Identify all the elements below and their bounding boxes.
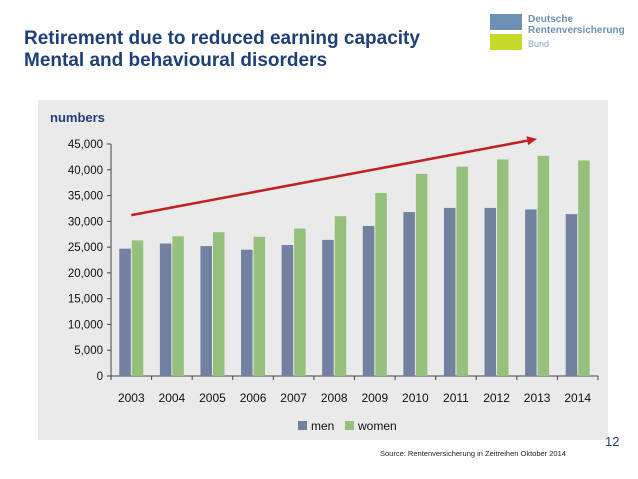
x-tick-label: 2014 xyxy=(564,391,591,405)
slide-title: Retirement due to reduced earning capaci… xyxy=(24,28,420,72)
bar-women-2008 xyxy=(334,216,347,376)
bar-women-2012 xyxy=(497,159,509,376)
trend-arrow-head xyxy=(526,136,538,146)
legend-label-men: men xyxy=(311,419,334,433)
bar-women-2009 xyxy=(375,192,387,376)
y-tick-label: 5,000 xyxy=(74,345,103,357)
bar-women-2007 xyxy=(294,228,306,376)
bar-men-2013 xyxy=(525,209,537,376)
bar-men-2008 xyxy=(322,239,334,376)
y-tick-label: 45,000 xyxy=(68,139,103,151)
bar-men-2006 xyxy=(241,249,253,376)
bar-women-2005 xyxy=(212,232,225,376)
x-tick-label: 2005 xyxy=(199,391,226,405)
logo-green-bar xyxy=(490,34,522,50)
bar-men-2011 xyxy=(443,207,456,376)
x-tick-label: 2003 xyxy=(118,391,145,405)
y-tick-label: 10,000 xyxy=(68,319,103,331)
bar-women-2013 xyxy=(537,155,550,376)
y-tick-label: 40,000 xyxy=(68,165,103,177)
bar-men-2005 xyxy=(200,246,212,376)
logo-blue-bar xyxy=(490,14,522,30)
title-line-2: Mental and behavioural disorders xyxy=(24,50,328,71)
trend-arrow-line xyxy=(131,139,528,217)
y-axis-label: numbers xyxy=(50,110,105,125)
bar-men-2010 xyxy=(403,212,415,376)
legend-label-women: women xyxy=(357,419,397,433)
bar-men-2007 xyxy=(281,245,294,376)
bar-men-2004 xyxy=(159,243,172,376)
title-line-1: Retirement due to reduced earning capaci… xyxy=(24,28,420,49)
x-tick-label: 2006 xyxy=(240,391,267,405)
x-tick-label: 2009 xyxy=(361,391,388,405)
bar-women-2006 xyxy=(253,236,266,376)
bar-men-2009 xyxy=(362,225,375,376)
y-tick-label: 25,000 xyxy=(68,242,103,254)
page-number: 12 xyxy=(605,434,620,449)
x-tick-label: 2008 xyxy=(321,391,348,405)
bar-women-2004 xyxy=(172,236,184,376)
legend-swatch-men xyxy=(298,421,307,430)
bar-women-2010 xyxy=(415,173,428,376)
logo-text: Deutsche Rentenversicherung xyxy=(528,14,625,36)
x-tick-label: 2012 xyxy=(483,391,510,405)
x-tick-label: 2011 xyxy=(443,391,469,405)
logo-line-1: Deutsche xyxy=(528,14,574,25)
y-tick-label: 0 xyxy=(97,371,103,383)
source-note: Source: Rentenversicherung in Zeitreihen… xyxy=(380,449,566,458)
logo-line-2: Rentenversicherung xyxy=(528,25,625,36)
deutsche-rentenversicherung-logo: Deutsche Rentenversicherung Bund xyxy=(490,14,630,64)
bar-chart: numbers 0 5,000 10,000 15,000 20,000 25,000 30,… xyxy=(50,110,599,433)
logo-sub: Bund xyxy=(528,39,550,49)
bar-men-2012 xyxy=(484,207,497,376)
y-tick-label: 15,000 xyxy=(68,294,103,306)
y-tick-label: 20,000 xyxy=(68,268,103,280)
bar-women-2014 xyxy=(578,160,590,376)
bar-women-2003 xyxy=(131,240,144,376)
y-tick-label: 35,000 xyxy=(68,191,103,203)
x-tick-label: 2007 xyxy=(280,391,307,405)
bar-men-2014 xyxy=(565,214,578,376)
x-tick-label: 2010 xyxy=(402,391,429,405)
chart-panel: numbers 0 5,000 10,000 15,000 20,000 25,000 30,… xyxy=(38,100,608,440)
y-tick-label: 30,000 xyxy=(68,216,103,228)
legend-swatch-women xyxy=(345,421,354,430)
bar-men-2003 xyxy=(119,248,131,376)
x-tick-label: 2013 xyxy=(524,391,551,405)
bar-women-2011 xyxy=(456,166,468,376)
x-tick-label: 2004 xyxy=(159,391,186,405)
